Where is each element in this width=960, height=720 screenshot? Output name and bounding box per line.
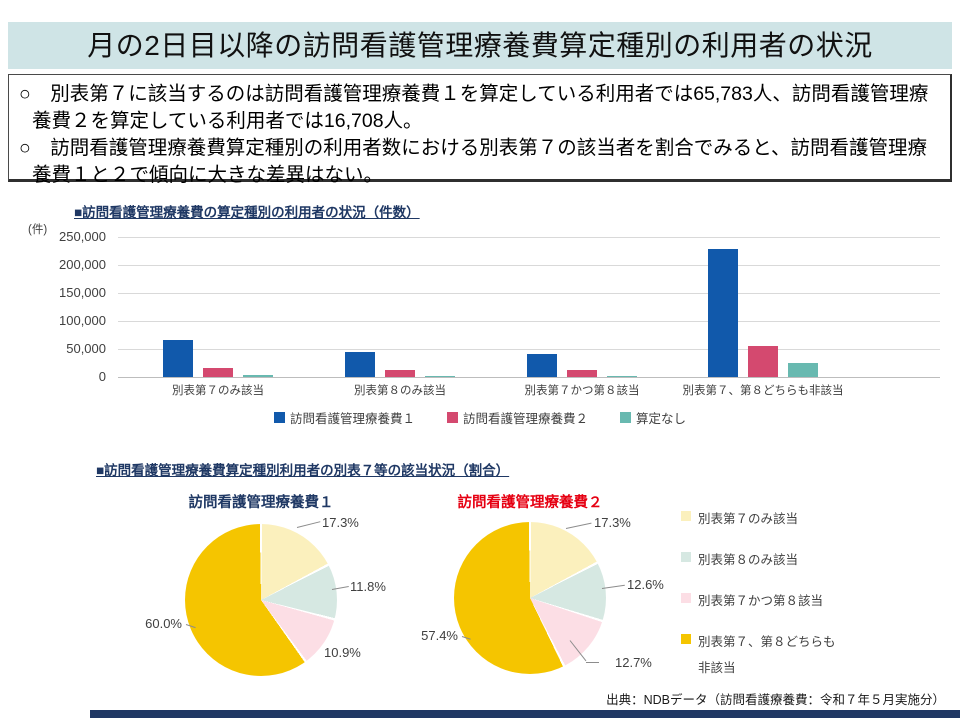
pie-chart-1	[185, 524, 337, 676]
bar-chart-legend: 訪問看護管理療養費１ 訪問看護管理療養費２ 算定なし	[0, 408, 960, 427]
bar-ytick-label: 250,000	[59, 229, 106, 244]
bar-gridline	[118, 349, 940, 350]
bar-gridline	[118, 293, 940, 294]
bar-gridline	[118, 265, 940, 266]
bar-series-2	[748, 346, 778, 377]
pie-legend-item: 別表第８のみ該当	[698, 553, 799, 567]
pie-value-label: 11.8%	[350, 579, 386, 594]
bar-legend-item: 訪問看護管理療養費２	[446, 408, 588, 427]
pie-legend-item-line2: 非該当	[698, 661, 736, 675]
bar-ytick-label: 50,000	[66, 341, 106, 356]
bar-gridline	[118, 377, 940, 378]
pie-value-label: 12.7%	[615, 655, 652, 670]
bar-series-3	[788, 363, 818, 377]
bar-ytick-label: 200,000	[59, 257, 106, 272]
bar-gridline	[118, 237, 940, 238]
pie-legend-swatch	[681, 552, 691, 562]
pie-value-label: 60.0%	[145, 616, 182, 631]
legend-swatch	[273, 412, 285, 423]
legend-label: 訪問看護管理療養費１	[289, 412, 415, 426]
leader-line	[296, 521, 321, 528]
pie1-title: 訪問看護管理療養費１	[188, 495, 334, 511]
bullet-item-2: ○ 訪問看護管理療養費算定種別の利用者数における別表第７の該当者を割合でみると、…	[19, 137, 927, 186]
bar-series-3	[243, 375, 273, 377]
bar-category-label: 別表第７かつ第８該当	[524, 385, 640, 397]
pie-legend-item: 別表第７のみ該当	[698, 512, 799, 526]
bar-legend-item: 算定なし	[620, 408, 686, 427]
pie-value-label: 12.6%	[627, 577, 664, 592]
bar-ytick-label: 0	[98, 369, 106, 384]
legend-swatch	[620, 412, 631, 423]
bar-series-2	[203, 368, 233, 377]
bar-series-1	[708, 249, 738, 377]
pie-value-label: 10.9%	[324, 645, 361, 660]
source-text: 出典：NDBデータ（訪問看護療養費：令和７年５月実施分）	[606, 693, 945, 707]
pie-legend-swatch	[681, 593, 691, 603]
legend-swatch	[446, 412, 458, 423]
pie-legend-swatch	[681, 511, 691, 521]
summary-box: ○ 別表第７に該当するのは訪問看護管理療養費１を算定している利用者では65,78…	[8, 74, 952, 186]
bullet-item-1: ○ 別表第７に該当するのは訪問看護管理療養費１を算定している利用者では65,78…	[19, 83, 929, 132]
leader-line	[586, 662, 599, 663]
bar-legend-item: 訪問看護管理療養費１	[273, 408, 415, 427]
bar-chart-title: ■訪問看護管理療養費の算定種別の利用者の状況（件数）	[74, 205, 420, 220]
pie-legend-swatch	[681, 634, 691, 644]
bar-series-1	[527, 354, 557, 377]
legend-label: 訪問看護管理療養費２	[462, 412, 588, 426]
leader-line	[565, 522, 592, 529]
bar-series-3	[607, 376, 637, 377]
pie-value-label: 17.3%	[594, 515, 631, 530]
pie-value-label: 17.3%	[322, 515, 359, 530]
pie-legend-item: 別表第７かつ第８該当	[698, 594, 824, 608]
pie2-title: 訪問看護管理療養費２	[457, 495, 603, 511]
bar-ytick-label: 100,000	[59, 313, 106, 328]
bar-series-1	[345, 352, 375, 377]
leader-line	[601, 584, 625, 589]
legend-label: 算定なし	[636, 412, 687, 426]
bar-category-label: 別表第７、第８どちらも非該当	[682, 385, 844, 397]
bottom-accent-bar	[90, 710, 960, 718]
bar-ytick-label: 150,000	[59, 285, 106, 300]
pie-section-title: ■訪問看護管理療養費算定種別利用者の別表７等の該当状況（割合）	[96, 463, 510, 478]
bar-category-label: 別表第７のみ該当	[172, 385, 264, 397]
slide-title: 月の2日目以降の訪問看護管理療養費算定種別の利用者の状況	[8, 22, 952, 69]
pie-legend-item: 別表第７、第８どちらも	[698, 635, 836, 649]
bar-gridline	[118, 321, 940, 322]
bar-series-2	[385, 370, 415, 377]
y-axis-unit-label: (件)	[28, 224, 48, 236]
pie-value-label: 57.4%	[421, 628, 458, 643]
bar-series-3	[425, 376, 455, 377]
bar-category-label: 別表第８のみ該当	[354, 385, 446, 397]
pie-chart-2	[454, 522, 606, 674]
bar-series-2	[567, 370, 597, 377]
bar-series-1	[163, 340, 193, 377]
